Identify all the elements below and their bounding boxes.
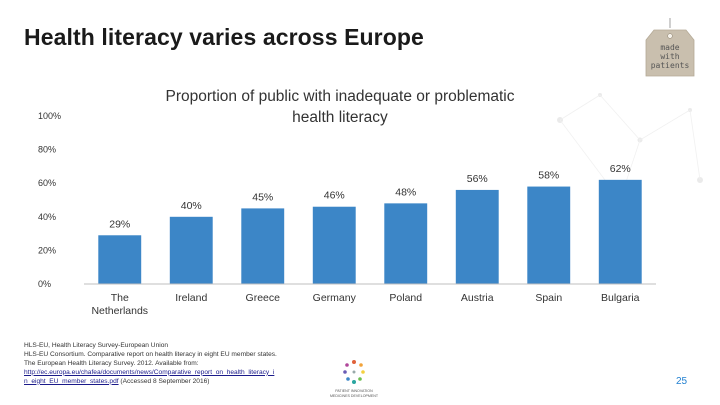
- y-tick-label: 20%: [38, 245, 56, 255]
- category-label: Ireland: [175, 292, 207, 304]
- bar: [384, 203, 428, 284]
- category-label: Poland: [389, 292, 422, 304]
- data-label: 45%: [252, 191, 273, 203]
- data-label: 29%: [109, 218, 130, 230]
- tag-shape: [645, 29, 695, 77]
- references: HLS-EU, Health Literacy Survey-European …: [24, 342, 324, 387]
- category-label: Germany: [313, 292, 357, 304]
- data-label: 56%: [467, 173, 488, 185]
- slide-title: Health literacy varies across Europe: [24, 24, 424, 50]
- y-tick-label: 0%: [38, 279, 51, 289]
- category-label: Austria: [461, 292, 494, 304]
- category-label: The Netherlands: [91, 292, 148, 317]
- data-label: 58%: [538, 170, 559, 182]
- bar: [169, 216, 213, 284]
- bar: [527, 186, 571, 284]
- data-label: 46%: [324, 190, 345, 202]
- reference-link[interactable]: http://ec.europa.eu/chafea/documents/new…: [24, 368, 275, 385]
- y-tick-label: 80%: [38, 145, 56, 155]
- data-label: 62%: [610, 163, 631, 175]
- reference-line-1: HLS-EU, Health Literacy Survey-European …: [24, 342, 169, 349]
- tag-text-2: with: [660, 52, 679, 61]
- tag-text-1: made: [660, 43, 679, 52]
- footer-logo: PATIENT INNOVATION MEDICINES DEVELOPMENT: [330, 360, 379, 398]
- category-label: Greece: [246, 292, 281, 304]
- bar: [241, 208, 285, 284]
- bar: [98, 235, 142, 284]
- page-number: 25: [676, 376, 688, 387]
- logo-text-2: MEDICINES DEVELOPMENT: [330, 394, 379, 398]
- reference-line-2: HLS-EU Consortium. Comparative report on…: [24, 350, 277, 358]
- bar: [455, 189, 499, 284]
- tag-text-3: patients: [651, 61, 690, 70]
- data-label: 40%: [181, 200, 202, 212]
- tag-hole: [667, 33, 673, 39]
- category-label: Bulgaria: [601, 292, 640, 304]
- y-tick-label: 40%: [38, 212, 56, 222]
- reference-link-line: http://ec.europa.eu/chafea/documents/new…: [24, 369, 324, 387]
- category-label: Spain: [535, 292, 562, 304]
- bar: [312, 206, 356, 284]
- y-tick-label: 100%: [38, 111, 61, 121]
- reference-accessed: (Accessed 8 September 2016): [118, 377, 210, 385]
- logo-text-1: PATIENT INNOVATION: [335, 389, 373, 393]
- made-with-patients-tag: made with patients: [645, 18, 695, 77]
- data-label: 48%: [395, 186, 416, 198]
- logo-dots-icon: [343, 360, 365, 384]
- y-tick-label: 60%: [38, 178, 56, 188]
- bar: [598, 179, 642, 284]
- reference-line-3: The European Health Literacy Survey. 201…: [24, 359, 199, 367]
- chart-title: Proportion of public with inadequate or …: [165, 88, 515, 126]
